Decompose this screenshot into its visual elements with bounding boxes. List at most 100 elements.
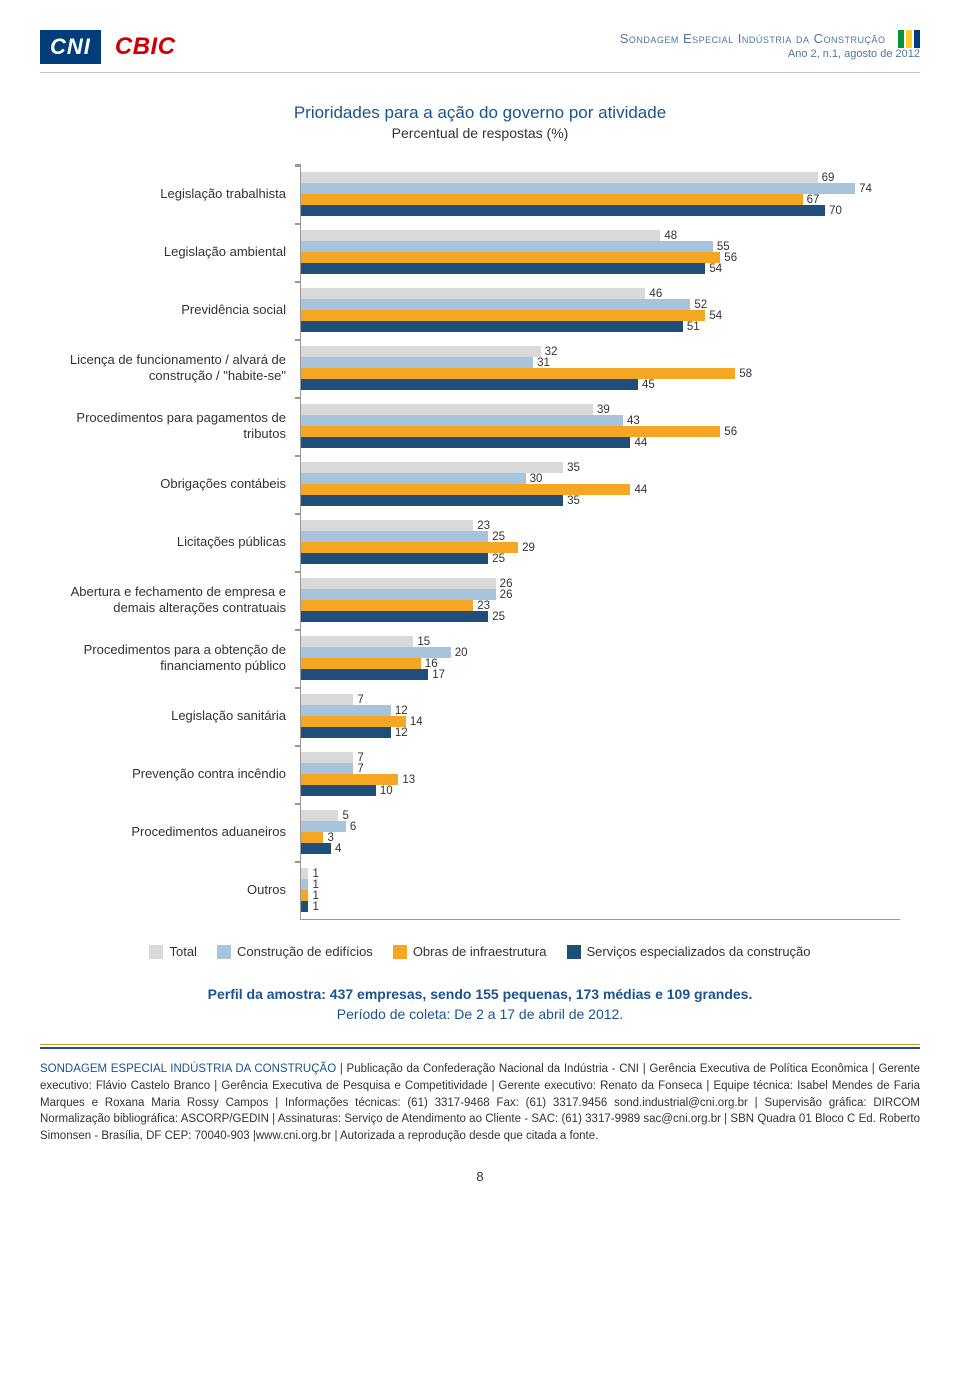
bar-value: 43 [627, 415, 640, 427]
chart-legend: Total Construção de edifícios Obras de inf… [40, 944, 920, 959]
legend-item: Construção de edifícios [217, 944, 373, 959]
bar-row: 5634 [301, 803, 900, 861]
bar: 48 [301, 230, 900, 241]
bar-value: 15 [417, 636, 430, 648]
bar: 23 [301, 520, 900, 531]
doc-title: Sondagem Especial Indústria da Construçã… [620, 31, 886, 46]
bar: 26 [301, 589, 900, 600]
bar: 25 [301, 611, 900, 622]
bar-value: 7 [357, 763, 363, 775]
bar: 51 [301, 321, 900, 332]
divider-blue [40, 1047, 920, 1049]
bar-row: 23252925 [301, 513, 900, 571]
bar: 1 [301, 879, 900, 890]
bar: 10 [301, 785, 900, 796]
page-number: 8 [40, 1169, 920, 1184]
bar: 14 [301, 716, 900, 727]
bar-value: 44 [634, 437, 647, 449]
bar-value: 25 [492, 553, 505, 565]
bar-row: 32315845 [301, 339, 900, 397]
legend-label: Serviços especializados da construção [587, 944, 811, 959]
bar-value: 26 [500, 589, 513, 601]
bar: 26 [301, 578, 900, 589]
bar: 25 [301, 531, 900, 542]
priorities-chart: Legislação trabalhistaLegislação ambient… [60, 165, 900, 920]
bar-value: 52 [694, 299, 707, 311]
bar-value: 35 [567, 495, 580, 507]
category-label: Legislação ambiental [60, 223, 300, 281]
bar-value: 69 [822, 172, 835, 184]
bar-row: 7121412 [301, 687, 900, 745]
bar: 12 [301, 727, 900, 738]
chart-title: Prioridades para a ação do governo por a… [40, 103, 920, 123]
category-label: Legislação trabalhista [60, 165, 300, 223]
divider-gold [40, 1044, 920, 1045]
sample-line2: Período de coleta: De 2 a 17 de abril de… [40, 1005, 920, 1025]
legend-swatch [217, 945, 231, 959]
bar-value: 23 [477, 520, 490, 532]
bar-value: 4 [335, 843, 341, 855]
bar-value: 13 [402, 774, 415, 786]
bar: 39 [301, 404, 900, 415]
bar-value: 20 [455, 647, 468, 659]
legend-swatch [567, 945, 581, 959]
bar-value: 46 [649, 288, 662, 300]
bar-value: 54 [709, 310, 722, 322]
bar-value: 56 [724, 252, 737, 264]
bar: 7 [301, 694, 900, 705]
bar-value: 44 [634, 484, 647, 496]
doc-title-block: Sondagem Especial Indústria da Construçã… [620, 30, 920, 60]
category-label: Prevenção contra incêndio [60, 745, 300, 803]
logo-group: CNI CBIC [40, 30, 176, 64]
bar-value: 56 [724, 426, 737, 438]
bar: 44 [301, 484, 900, 495]
bar: 35 [301, 462, 900, 473]
bar-row: 35304435 [301, 455, 900, 513]
bar-row: 46 5254 51 [301, 281, 900, 339]
bar-value: 29 [522, 542, 535, 554]
bar: 20 [301, 647, 900, 658]
bar: 23 [301, 600, 900, 611]
legend-item: Total [149, 944, 196, 959]
bar: 45 [301, 379, 900, 390]
category-label: Procedimentos aduaneiros [60, 803, 300, 861]
bar-value: 12 [395, 705, 408, 717]
bar-value: 31 [537, 357, 550, 369]
bar-value: 54 [709, 263, 722, 275]
bar-value: 17 [432, 669, 445, 681]
legend-swatch [393, 945, 407, 959]
bar-value: 74 [859, 183, 872, 195]
bar: 15 [301, 636, 900, 647]
bar: 56 [301, 252, 900, 263]
bar-row: 48555654 [301, 223, 900, 281]
legend-label: Obras de infraestrutura [413, 944, 547, 959]
bar: 46 [301, 288, 900, 299]
bar: 1 [301, 901, 900, 912]
category-label: Legislação sanitária [60, 687, 300, 745]
bar-value: 14 [410, 716, 423, 728]
bar-value: 25 [492, 531, 505, 543]
bar: 7 [301, 752, 900, 763]
bar: 6 [301, 821, 900, 832]
category-label: Procedimentos para a obtenção de financi… [60, 629, 300, 687]
bar-value: 30 [530, 473, 543, 485]
bar-row: 69746770 [301, 165, 900, 223]
bar: 67 [301, 194, 900, 205]
bar: 74 [301, 183, 900, 194]
chart-subtitle: Percentual de respostas (%) [40, 125, 920, 141]
bar: 52 [301, 299, 900, 310]
bar-value: 48 [664, 230, 677, 242]
bar: 4 [301, 843, 900, 854]
bar-value: 51 [687, 321, 700, 333]
legend-swatch [149, 945, 163, 959]
bar-row: 1111 [301, 861, 900, 919]
legend-label: Total [169, 944, 196, 959]
bar-value: 58 [739, 368, 752, 380]
bar: 69 [301, 172, 900, 183]
bar: 29 [301, 542, 900, 553]
bar-row: 3943 56 44 [301, 397, 900, 455]
bar-row: 77 1310 [301, 745, 900, 803]
bar: 43 [301, 415, 900, 426]
category-label: Licença de funcionamento / alvará de con… [60, 339, 300, 397]
category-label: Obrigações contábeis [60, 455, 300, 513]
